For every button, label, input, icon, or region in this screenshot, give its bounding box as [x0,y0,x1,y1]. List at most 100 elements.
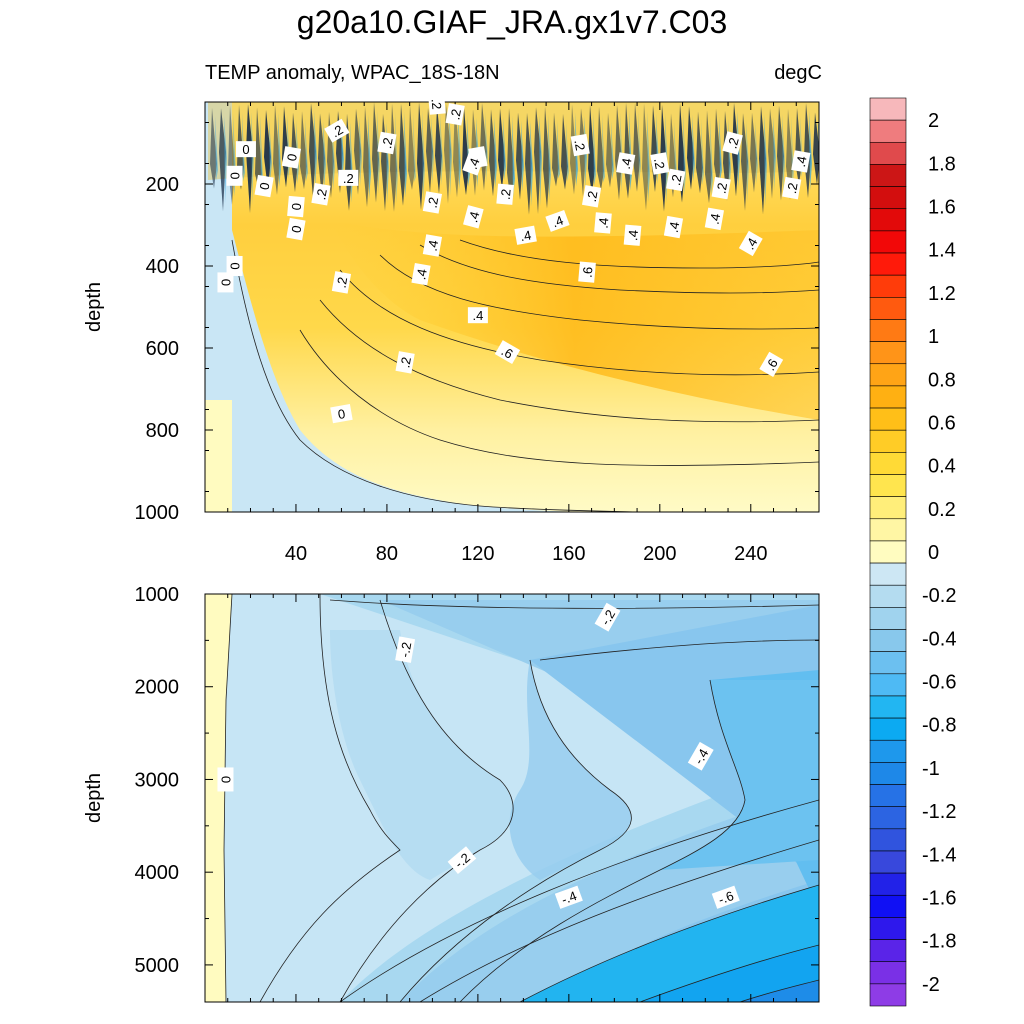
contour-label-text: -.4 [691,746,712,767]
thermocline-stripe [449,111,452,196]
colorbar-label: -0.6 [922,672,956,694]
thermocline-stripe [543,106,550,209]
lower-contour-label: -.2 [594,602,621,632]
colorbar-swatch [869,341,907,365]
colorbar-label: -0.8 [922,715,956,737]
upper-axis-ticks [205,102,819,513]
contour-label-text: 0 [218,776,233,783]
contour-label-bg [616,152,636,175]
thermocline-stripe [390,103,397,212]
contour-label-bg [623,224,642,246]
thermocline-stripe [777,105,784,201]
thermocline-stripe [552,112,559,187]
colorbar-swatch [869,518,907,542]
contour-label-bg [338,169,359,186]
thermocline-stripe [687,106,694,190]
thermocline-stripe [224,116,227,204]
lower-axis-ticks [205,593,819,1002]
thermocline-stripe [422,110,425,202]
contour-label-bg [759,351,784,378]
thermocline-stripe [750,112,757,193]
upper-contour-labels: 000000000.2.2.2.2.2.2.2.2.2.2.2.2.2.2.2.… [217,93,811,424]
upper-contour-label: .4 [545,209,570,232]
chart-title: g20a10.GIAF_JRA.gx1v7.C03 [296,4,728,40]
upper-contour-label: .4 [738,230,763,257]
thermocline-stripe [759,106,766,215]
colorbar-swatch [869,119,907,143]
thermocline-stripe [458,111,461,190]
thermocline-stripe [764,114,767,207]
contour-label-bg [782,176,802,200]
thermocline-stripe [773,116,776,191]
thermocline-stripe [417,102,424,210]
thermocline-stripe [431,115,434,186]
thermocline-stripe [359,116,362,187]
lower-contour-label: -.2 [395,636,416,663]
upper-contour-label: 0 [281,146,302,169]
thermocline-stripe [791,117,794,192]
colorbar-label: 0.6 [928,412,956,434]
contour-label-text: .4 [707,212,724,225]
colorbar-swatch [869,208,907,232]
contour-label-text: 0 [228,172,243,179]
colorbar-label: -1.6 [922,887,956,909]
colorbar-swatch [869,806,907,830]
upper-contour-label: .2 [711,176,731,200]
contour-label-bg [445,103,465,126]
contour-label-bg [545,209,570,232]
contour-label-text: -.4 [559,888,578,907]
thermocline-stripe [399,103,406,206]
upper-contour-label: .4 [467,307,488,324]
colorbar-swatch [869,872,907,896]
lower-ytick-label: 3000 [135,769,180,791]
thermocline-stripe [314,111,317,190]
contour-label-text: .2 [429,98,445,110]
thermocline-stripe [273,104,280,195]
thermocline-stripe [426,107,433,194]
contour-label-bg [226,256,243,276]
upper-contour-label: 0 [217,272,234,293]
colorbar-label: 2 [928,110,939,132]
thermocline-stripe [453,103,460,198]
upper-xtick-label: 200 [643,543,676,565]
contour-label-bg [324,118,350,143]
thermocline-stripe [516,112,523,200]
contour-label-bg [496,183,515,205]
upper-panel-field [205,102,819,512]
contour-label-text: .2 [397,356,414,369]
thermocline-stripe [246,104,253,214]
colorbar [869,97,907,1007]
colorbar-swatch [869,319,907,342]
thermocline-stripe [804,103,811,198]
contour-label-bg [467,307,488,324]
colorbar-label: -0.2 [922,585,956,607]
thermocline-stripe [710,118,713,196]
colorbar-swatch [869,673,907,697]
lower-ylabel: depth [83,773,105,823]
thermocline-stripe [723,110,730,201]
upper-contour-label: .2 [377,131,397,155]
lower-panel-field [205,594,819,1002]
contour-label-bg [254,174,274,198]
upper-ylabel: depth [83,282,105,332]
colorbar-label: 0.8 [928,369,956,391]
upper-contour-label: .4 [623,224,642,246]
upper-contour-label: .4 [616,152,636,175]
upper-contour-label: .2 [496,183,515,205]
colorbar-label: -1.4 [922,844,956,866]
contour-label-bg [462,151,485,176]
thermocline-stripe [498,108,505,189]
colorbar-swatch [869,695,907,719]
upper-contour-label: .2 [311,183,331,206]
contour-label-bg [554,885,583,909]
thermocline-stripe [363,106,370,208]
contour-label-text: .2 [425,196,442,209]
contour-label-text: .2 [334,276,351,289]
lower-ytick-label: 2000 [135,677,180,699]
thermocline-stripe [746,121,749,203]
contour-label-bg [687,741,714,771]
upper-contour-label: .2 [581,185,602,208]
thermocline-stripe [597,106,604,191]
upper-xtick-label: 240 [734,543,767,565]
